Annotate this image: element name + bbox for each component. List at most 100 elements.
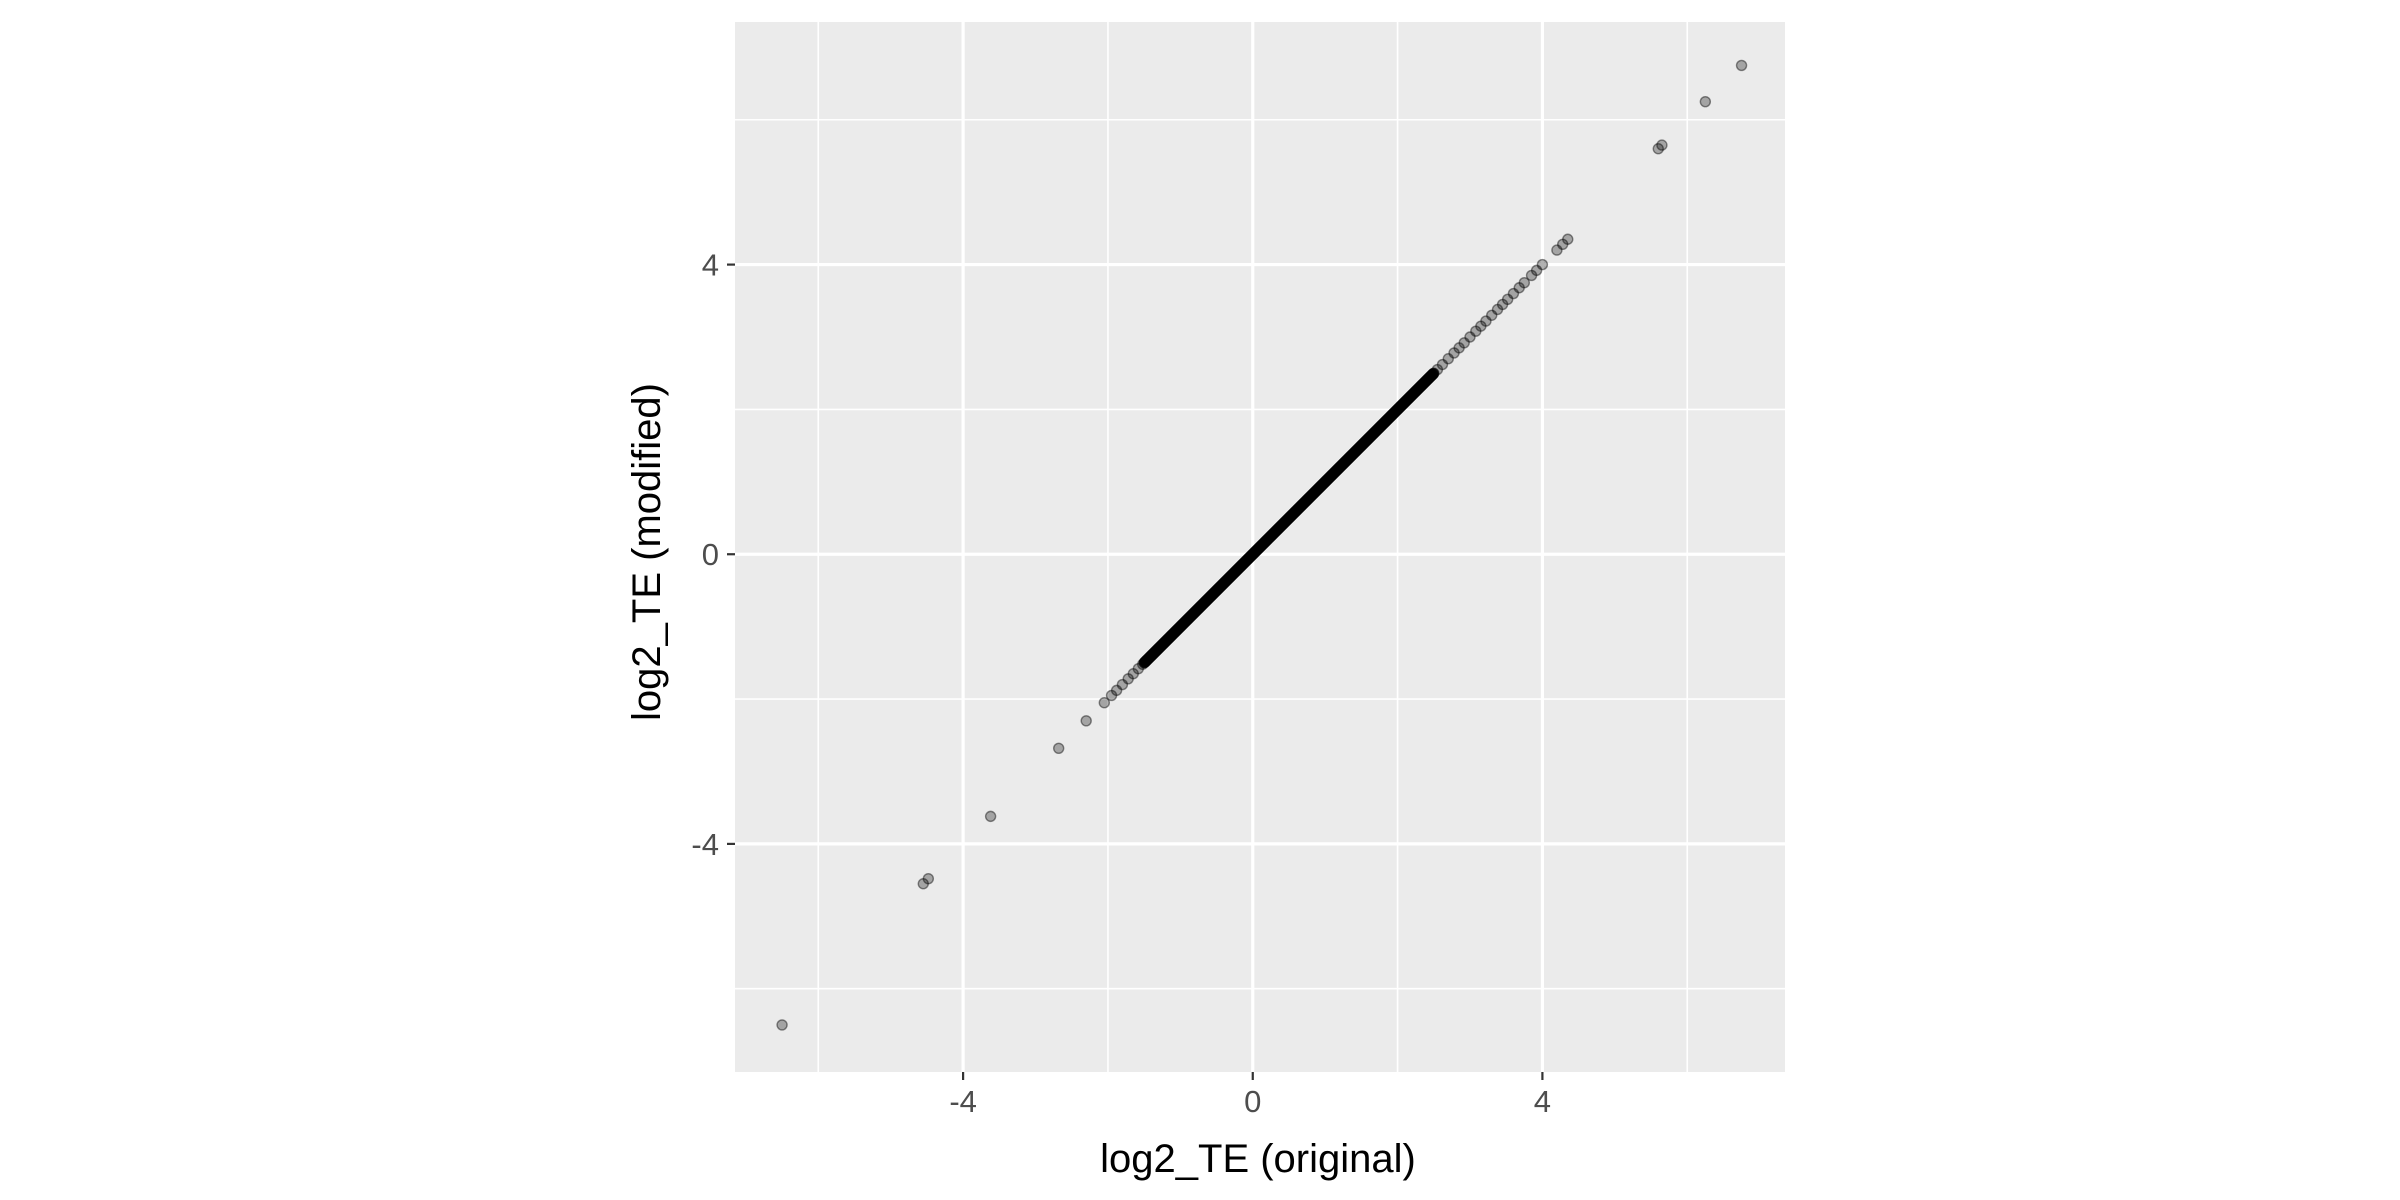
data-point [1304,490,1317,503]
data-point [1328,466,1341,479]
data-point [1319,475,1332,488]
data-point [1238,556,1251,569]
data-point [1388,407,1400,419]
data-point [1209,586,1221,598]
data-point [1319,476,1331,488]
data-point [1302,493,1314,505]
data-point [1354,441,1366,453]
data-point [1426,369,1438,381]
data-point [1208,587,1220,599]
data-point [1291,504,1303,516]
data-point [1170,624,1183,637]
x-axis-title: log2_TE (original) [1100,1137,1416,1181]
data-point [1150,645,1163,657]
data-point [1335,459,1348,472]
data-point [1283,511,1296,524]
data-point [1269,525,1282,538]
data-point [1256,539,1268,551]
data-point [1290,505,1302,517]
data-point [1251,543,1264,556]
data-point [1279,516,1291,528]
data-point [1276,518,1289,531]
data-point [1415,379,1428,392]
data-point [1212,583,1224,595]
data-point [1187,607,1200,620]
data-point [1202,592,1215,605]
data-point [1392,403,1404,415]
data-point [1167,628,1179,640]
data-point [1216,578,1229,591]
data-point [1144,651,1156,663]
data-point [1370,425,1382,437]
data-point [1470,325,1482,337]
data-point [1259,536,1271,548]
data-point [1158,636,1171,649]
data-point [1173,622,1185,634]
data-point [1375,419,1388,432]
data-point [1415,380,1427,392]
data-point [1173,621,1186,634]
data-point [1302,493,1314,505]
data-point [1331,463,1344,476]
data-point [1422,373,1434,385]
data-point [1396,398,1409,411]
data-point [1394,401,1406,413]
data-point [1377,418,1389,430]
data-point [1378,417,1390,429]
data-point [1144,650,1157,663]
data-point [1201,594,1213,606]
data-point [1336,459,1348,471]
data-point [1307,488,1320,500]
data-point [1179,616,1191,628]
data-point [1227,567,1240,580]
data-point [1401,394,1413,406]
data-point [1384,410,1397,423]
data-point [1416,379,1428,391]
data-point [1413,381,1426,394]
data-point [1255,540,1267,552]
x-tick-label: -4 [949,1084,977,1119]
data-point [1213,582,1225,594]
data-point [1247,548,1259,560]
data-point [1346,448,1359,461]
data-point [1388,406,1401,419]
data-point [1264,530,1277,543]
data-point [1290,505,1302,517]
data-point [1286,509,1298,521]
data-point [1409,386,1421,398]
data-point [1292,503,1304,515]
data-point [1309,485,1322,498]
data-point [1185,610,1197,622]
data-point [1189,605,1202,618]
data-point [1198,596,1211,609]
data-point [1127,668,1139,680]
data-point [1140,655,1152,667]
data-point [1184,610,1197,623]
data-point [1305,490,1317,502]
data-point [1265,530,1278,542]
data-point [1312,483,1324,495]
data-point [1378,416,1391,429]
data-point [1245,549,1258,562]
data-point [1204,590,1217,603]
data-point [1413,381,1426,394]
data-point [1496,298,1509,311]
data-point [1377,418,1389,430]
data-point [1245,550,1257,562]
data-point [1301,494,1313,506]
data-point [1139,655,1152,668]
data-point [1414,381,1426,393]
data-point [1395,400,1407,412]
data-point [1280,514,1293,527]
data-point [1348,446,1361,459]
data-point [1175,619,1188,632]
data-point [1170,625,1182,637]
data-point [1194,600,1207,613]
data-point [1372,423,1384,435]
data-point [1151,644,1163,656]
data-point [1442,353,1454,365]
data-point [1203,592,1215,604]
data-point [1364,430,1377,443]
data-point [1261,534,1273,546]
data-point [1262,532,1275,545]
